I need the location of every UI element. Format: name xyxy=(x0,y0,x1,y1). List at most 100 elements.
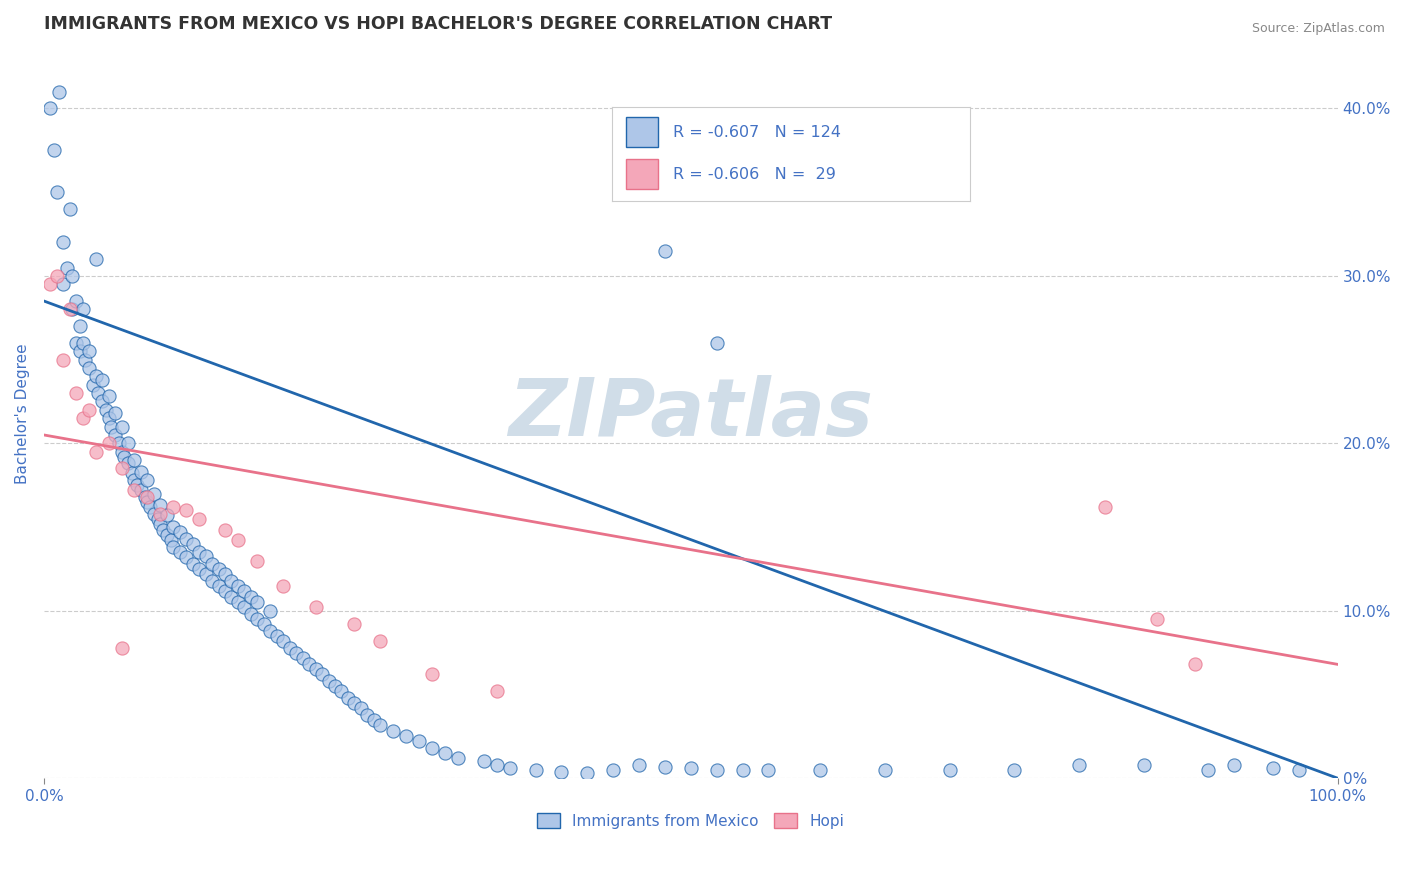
Point xyxy=(1002,763,1025,777)
Point xyxy=(1067,757,1090,772)
Point xyxy=(52,277,75,292)
Point xyxy=(97,436,120,450)
Point xyxy=(291,650,314,665)
Point xyxy=(1288,763,1310,777)
Point xyxy=(226,533,249,548)
Point xyxy=(104,428,127,442)
Point xyxy=(91,394,114,409)
Point xyxy=(84,252,107,267)
Point xyxy=(69,344,91,359)
Point xyxy=(363,713,385,727)
Point xyxy=(125,478,148,492)
Point xyxy=(550,764,572,779)
Point xyxy=(278,640,301,655)
Point xyxy=(75,352,97,367)
Point xyxy=(1146,612,1168,626)
Point xyxy=(149,516,172,531)
Point xyxy=(181,557,204,571)
Point xyxy=(1261,761,1284,775)
Point xyxy=(100,419,122,434)
Point xyxy=(174,503,197,517)
Point xyxy=(162,500,184,514)
Point xyxy=(214,524,236,538)
Point xyxy=(654,244,676,258)
Point xyxy=(72,335,94,350)
Point xyxy=(188,562,211,576)
Point xyxy=(304,600,326,615)
Point xyxy=(420,667,443,681)
Point xyxy=(576,766,599,780)
Point xyxy=(259,604,281,618)
Point xyxy=(350,701,373,715)
Point xyxy=(91,373,114,387)
Point xyxy=(159,533,181,548)
Point xyxy=(65,386,87,401)
Point xyxy=(174,550,197,565)
Text: R = -0.606   N =  29: R = -0.606 N = 29 xyxy=(672,167,835,182)
Point xyxy=(602,763,624,777)
Point xyxy=(77,361,100,376)
Point xyxy=(82,377,104,392)
Point xyxy=(382,724,405,739)
Point xyxy=(253,617,276,632)
Point xyxy=(129,483,152,498)
Point xyxy=(368,634,391,648)
Point xyxy=(654,759,676,773)
Point xyxy=(758,763,780,777)
Point xyxy=(110,444,132,458)
Point xyxy=(873,763,896,777)
Point xyxy=(323,679,346,693)
Point xyxy=(77,344,100,359)
Point xyxy=(94,402,117,417)
Point xyxy=(139,500,162,514)
Point xyxy=(60,302,83,317)
Point xyxy=(194,549,217,563)
Point xyxy=(221,591,243,605)
Point xyxy=(59,302,82,317)
Point xyxy=(65,335,87,350)
Point xyxy=(84,444,107,458)
Bar xyxy=(626,160,658,189)
Bar xyxy=(626,118,658,147)
Point xyxy=(1094,500,1116,514)
Point xyxy=(52,352,75,367)
Point xyxy=(181,537,204,551)
Point xyxy=(104,406,127,420)
Text: R = -0.607   N = 124: R = -0.607 N = 124 xyxy=(672,125,841,140)
Point xyxy=(1197,763,1219,777)
Y-axis label: Bachelor's Degree: Bachelor's Degree xyxy=(15,343,30,484)
Point xyxy=(395,730,418,744)
Point xyxy=(174,532,197,546)
Point xyxy=(318,674,340,689)
Point xyxy=(134,490,156,504)
Point xyxy=(304,662,326,676)
Point xyxy=(162,540,184,554)
Point xyxy=(136,490,159,504)
Point xyxy=(1223,757,1246,772)
Point xyxy=(246,595,269,609)
Point xyxy=(188,511,211,525)
Point xyxy=(48,85,70,99)
Point xyxy=(1184,657,1206,672)
Point xyxy=(201,574,224,588)
Point xyxy=(524,763,547,777)
Point xyxy=(233,583,256,598)
Point xyxy=(485,684,508,698)
Point xyxy=(65,293,87,308)
Point xyxy=(408,734,430,748)
Point xyxy=(169,524,191,539)
Point xyxy=(472,755,495,769)
Point xyxy=(52,235,75,250)
Point xyxy=(246,553,269,567)
Point xyxy=(97,411,120,425)
Point xyxy=(271,634,294,648)
Point xyxy=(433,746,456,760)
Point xyxy=(121,467,143,481)
Point xyxy=(169,545,191,559)
Point xyxy=(60,268,83,283)
Point xyxy=(1132,757,1154,772)
Point xyxy=(298,657,321,672)
Point xyxy=(142,507,165,521)
Point xyxy=(162,520,184,534)
Point xyxy=(938,763,960,777)
